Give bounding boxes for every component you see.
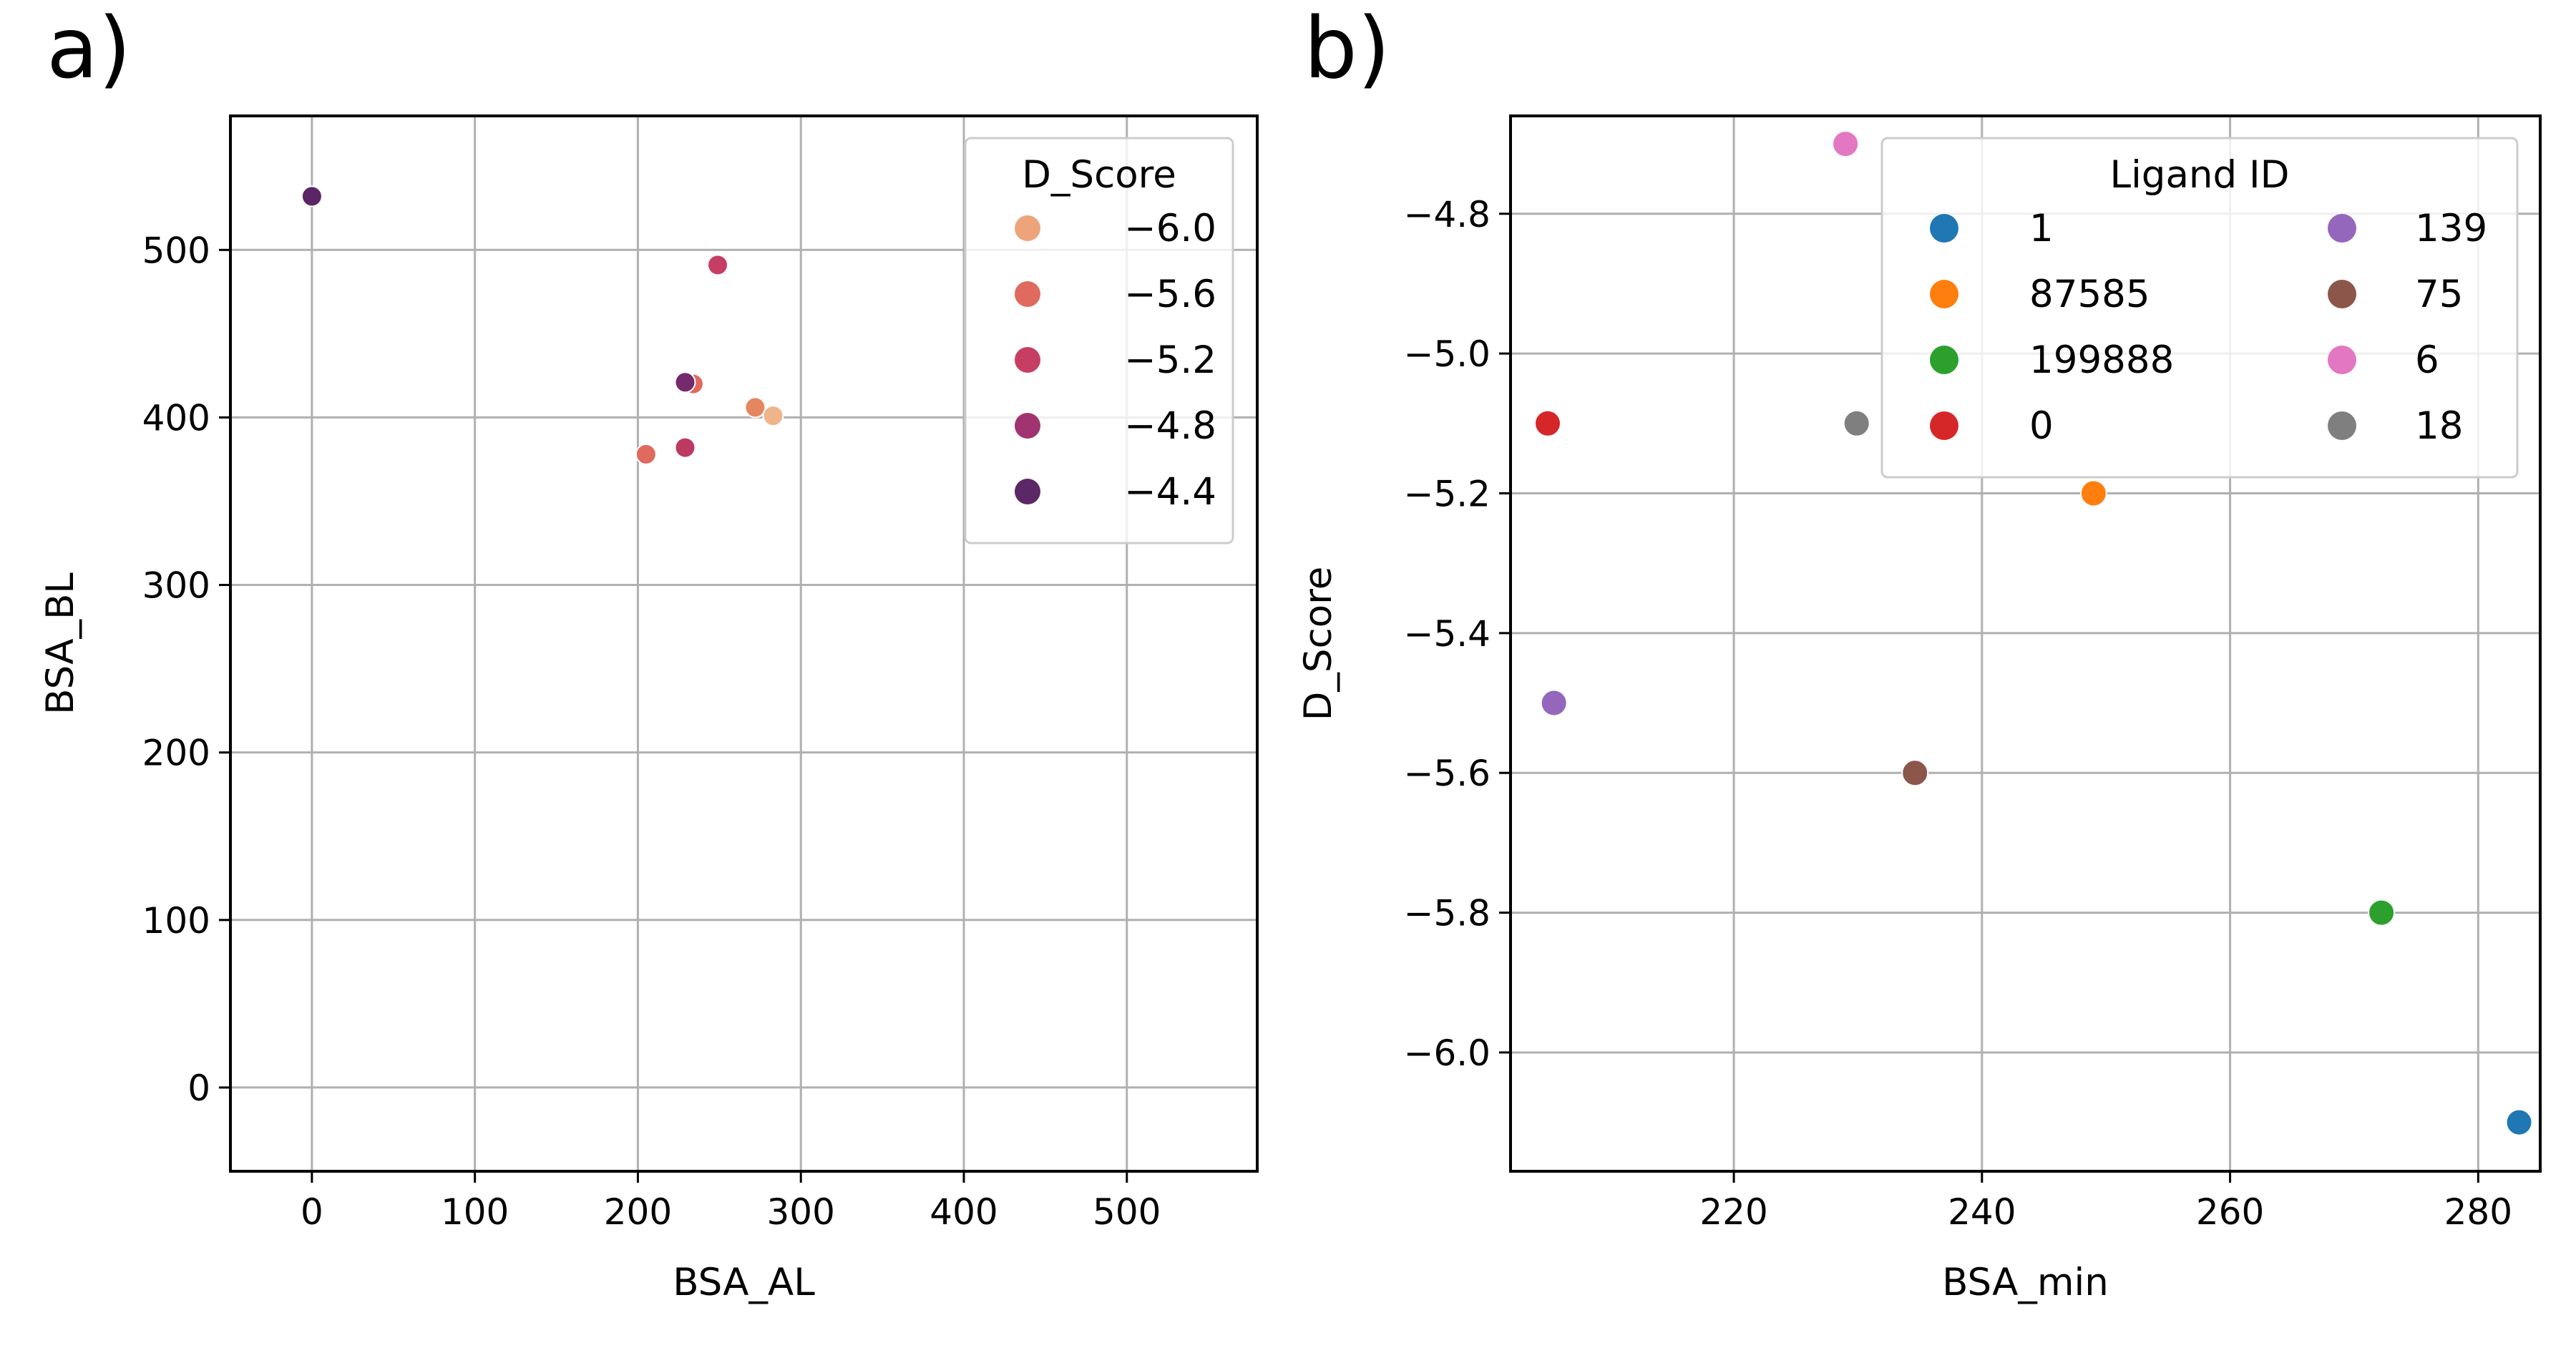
y-tick-label: −5.0: [1404, 333, 1491, 375]
legend-label: −4.8: [1124, 404, 1216, 448]
legend-marker: [1930, 346, 1958, 374]
panel-a-x-ticks: 0 100 200 300 400 500: [301, 1171, 1161, 1233]
panel-a-x-axis-label: BSA_AL: [673, 1261, 815, 1304]
legend-label: 1: [2029, 207, 2054, 250]
legend-label: 18: [2415, 404, 2463, 448]
x-tick-label: 400: [930, 1191, 997, 1233]
y-tick-label: 200: [142, 733, 210, 774]
data-point: [674, 371, 696, 394]
panel-b-legend-items: 1 87585 199888 0 139 75 6 18: [1930, 207, 2487, 448]
legend-label: −6.0: [1124, 207, 1216, 250]
y-tick-label: 100: [142, 900, 210, 942]
x-tick-label: 500: [1093, 1191, 1161, 1233]
data-point: [2368, 899, 2396, 927]
legend-marker: [1015, 215, 1040, 241]
legend-marker: [1930, 411, 1958, 440]
data-point: [2505, 1108, 2533, 1136]
x-tick-label: 0: [301, 1191, 323, 1233]
legend-label: 0: [2029, 404, 2054, 448]
panel-a-legend: D_Score −6.0 −5.6 −5.2 −4.8 −4.4: [964, 137, 1234, 544]
legend-marker: [2328, 214, 2356, 243]
legend-label: −4.4: [1124, 470, 1216, 514]
panel-b-x-ticks: 220 240 260 280: [1699, 1171, 2512, 1233]
panel-b-y-axis-label: D_Score: [1297, 567, 1340, 721]
y-tick-label: −6.0: [1404, 1032, 1491, 1074]
y-tick-label: 400: [142, 397, 210, 439]
data-point: [635, 443, 657, 465]
legend-marker: [1015, 347, 1040, 373]
legend-marker: [2328, 411, 2356, 440]
legend-marker: [2328, 280, 2356, 308]
panel-b-label: b): [1304, 0, 1390, 97]
panel-a-legend-items: −6.0 −5.6 −5.2 −4.8 −4.4: [1015, 207, 1216, 514]
legend-label: 75: [2415, 273, 2463, 316]
data-point: [762, 405, 784, 427]
panel-b-points: [1534, 130, 2533, 1136]
x-tick-label: 100: [441, 1191, 509, 1233]
panel-a: a) 0 100 200 300 400 500 0 100 200 300 400 500 BSA…: [39, 0, 1259, 1304]
panel-b-legend: Ligand ID 1 87585 199888 0 139 75 6 18: [1880, 137, 2519, 479]
panel-b-y-ticks: −6.0 −5.8 −5.6 −5.4 −5.2 −5.0 −4.8: [1404, 194, 1511, 1074]
data-point: [1534, 409, 1562, 437]
panel-b-legend-title: Ligand ID: [2110, 153, 2290, 197]
panel-a-y-axis-label: BSA_BL: [39, 572, 82, 715]
y-tick-label: 500: [142, 230, 210, 271]
y-tick-label: −5.4: [1404, 613, 1491, 655]
data-point: [301, 185, 323, 207]
y-tick-label: 300: [142, 565, 210, 607]
y-tick-label: 0: [187, 1068, 210, 1109]
y-tick-label: −5.6: [1404, 753, 1491, 794]
legend-label: 6: [2415, 338, 2439, 382]
x-tick-label: 200: [604, 1191, 672, 1233]
legend-label: −5.2: [1124, 338, 1216, 382]
panel-b-legend-box: [1880, 137, 2519, 479]
legend-marker: [1015, 413, 1040, 439]
data-point: [707, 254, 729, 276]
data-point: [1843, 409, 1870, 437]
x-tick-label: 240: [1948, 1191, 2016, 1233]
legend-marker: [2328, 346, 2356, 374]
data-point: [1901, 759, 1929, 787]
panel-b-axes-frame: [1509, 114, 2542, 1173]
panel-a-axes-frame: [229, 114, 1259, 1173]
legend-label: −5.6: [1124, 273, 1216, 316]
legend-marker: [1930, 280, 1958, 308]
x-tick-label: 280: [2444, 1191, 2512, 1233]
legend-label: 87585: [2029, 273, 2150, 316]
x-tick-label: 300: [767, 1191, 835, 1233]
panel-a-y-ticks: 0 100 200 300 400 500: [142, 230, 230, 1109]
legend-marker: [1015, 479, 1040, 504]
legend-marker: [1015, 281, 1040, 307]
y-tick-label: −4.8: [1404, 194, 1491, 235]
panel-a-label: a): [47, 0, 131, 97]
data-point: [1540, 689, 1568, 717]
data-point: [744, 396, 766, 419]
legend-label: 139: [2415, 207, 2487, 250]
data-point: [2079, 479, 2107, 507]
panel-a-legend-title: D_Score: [1022, 153, 1176, 197]
y-tick-label: −5.8: [1404, 893, 1491, 934]
panel-b-x-axis-label: BSA_min: [1942, 1261, 2109, 1304]
data-point: [1832, 130, 1860, 158]
y-tick-label: −5.2: [1404, 473, 1491, 514]
x-tick-label: 220: [1699, 1191, 1767, 1233]
legend-marker: [1930, 214, 1958, 243]
panel-a-points: [301, 185, 784, 465]
x-tick-label: 260: [2196, 1191, 2264, 1233]
panel-b: b) 220 240 260 280 −6.0 −5.8 −5.6 −5.4 −5.2 −5.0…: [1297, 0, 2542, 1304]
legend-label: 199888: [2029, 338, 2174, 382]
data-point: [674, 436, 696, 459]
